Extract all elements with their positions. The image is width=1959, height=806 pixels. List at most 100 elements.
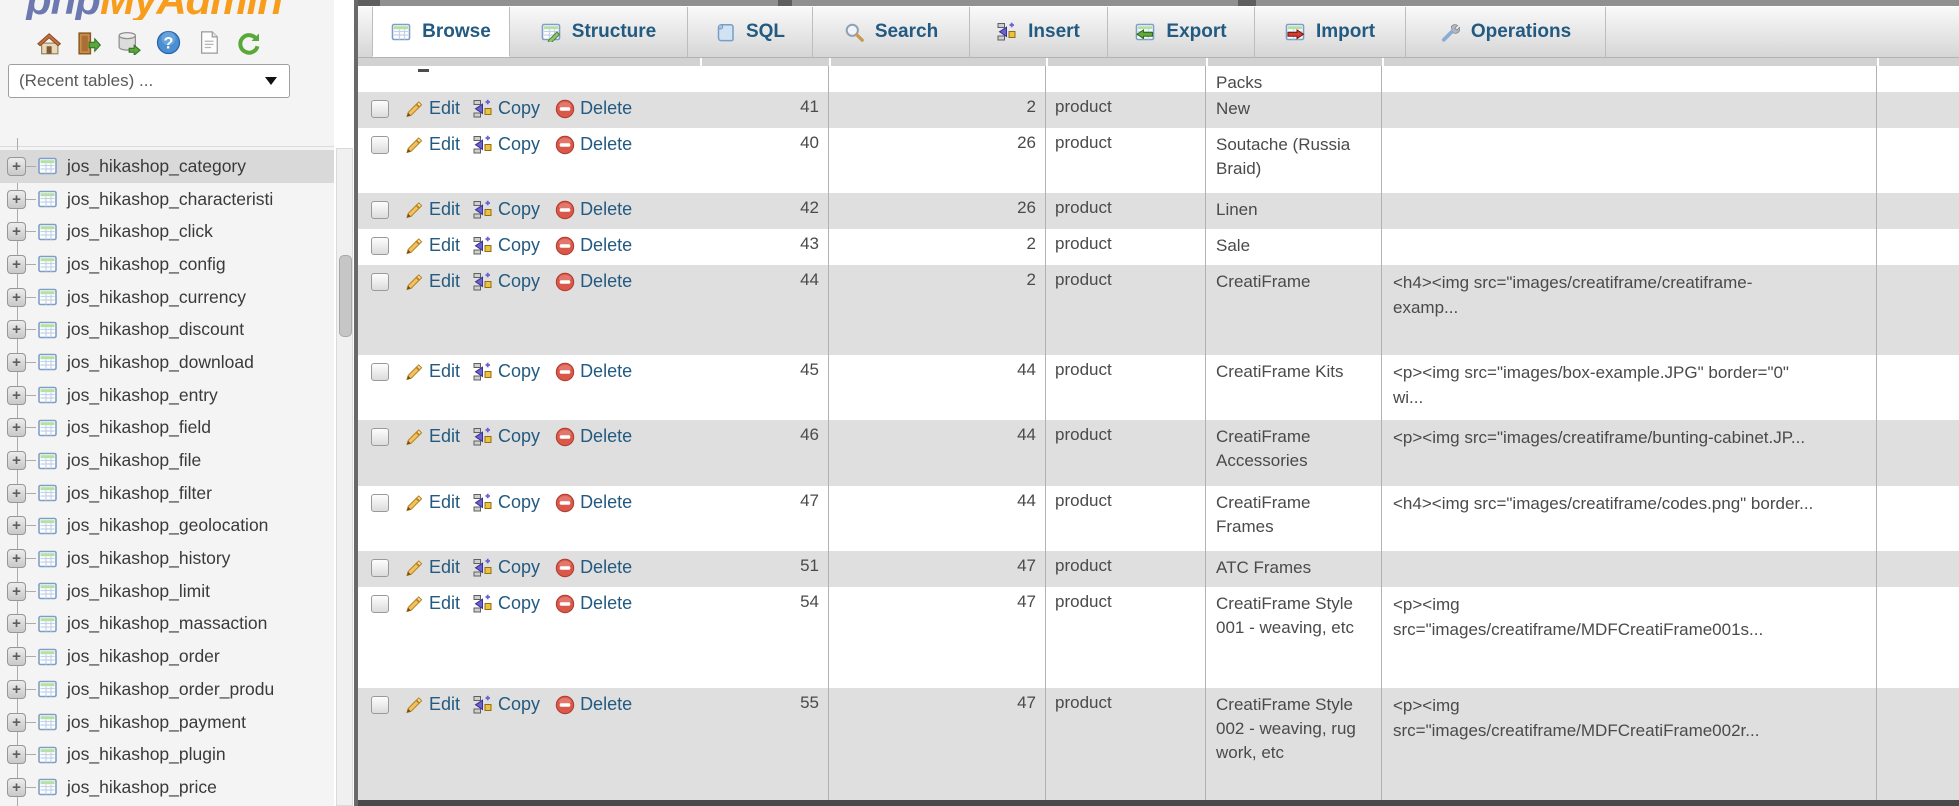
delete-link[interactable]: Delete: [580, 694, 633, 714]
row-checkbox[interactable]: [371, 273, 389, 291]
row-checkbox[interactable]: [371, 428, 389, 446]
table-name[interactable]: jos_hikashop_massaction: [67, 613, 268, 634]
refresh-icon[interactable]: [236, 30, 261, 55]
home-icon[interactable]: [36, 30, 62, 55]
row-checkbox[interactable]: [371, 201, 389, 219]
delete-link[interactable]: Delete: [580, 492, 633, 512]
table-name[interactable]: jos_hikashop_config: [67, 253, 226, 274]
edit-link[interactable]: Edit: [429, 134, 461, 154]
tab-browse[interactable]: Browse: [372, 7, 510, 57]
sidebar-table-item[interactable]: + jos_hikashop_characteristi: [0, 183, 334, 216]
tab-sql[interactable]: SQL: [688, 7, 813, 57]
edit-link[interactable]: Edit: [429, 235, 461, 255]
expand-plus-icon[interactable]: +: [7, 712, 26, 732]
row-checkbox[interactable]: [371, 100, 389, 118]
copy-link[interactable]: Copy: [498, 557, 541, 577]
table-name[interactable]: jos_hikashop_geolocation: [67, 515, 269, 536]
copy-link[interactable]: Copy: [498, 134, 541, 154]
expand-plus-icon[interactable]: +: [7, 385, 26, 405]
row-checkbox[interactable]: [371, 494, 389, 512]
table-name[interactable]: jos_hikashop_click: [67, 221, 213, 242]
sidebar-table-item[interactable]: + jos_hikashop_history: [0, 542, 334, 575]
table-name[interactable]: jos_hikashop_limit: [67, 580, 210, 601]
copy-link[interactable]: Copy: [498, 361, 541, 381]
edit-link[interactable]: Edit: [429, 426, 461, 446]
expand-plus-icon[interactable]: +: [7, 745, 26, 765]
expand-plus-icon[interactable]: +: [7, 549, 26, 569]
row-checkbox[interactable]: [371, 559, 389, 577]
tab-structure[interactable]: Structure: [510, 7, 688, 57]
edit-link[interactable]: Edit: [429, 492, 461, 512]
row-checkbox[interactable]: [371, 595, 389, 613]
edit-link[interactable]: Edit: [429, 694, 461, 714]
copy-link[interactable]: Copy: [498, 426, 541, 446]
table-name[interactable]: jos_hikashop_payment: [67, 711, 247, 732]
expand-plus-icon[interactable]: +: [7, 418, 26, 438]
export-db-icon[interactable]: [116, 30, 141, 57]
expand-plus-icon[interactable]: +: [7, 483, 26, 503]
logout-icon[interactable]: [76, 30, 102, 55]
copy-link[interactable]: Copy: [498, 593, 541, 613]
delete-link[interactable]: Delete: [580, 271, 633, 291]
row-checkbox[interactable]: [371, 363, 389, 381]
sidebar-table-item[interactable]: + jos_hikashop_geolocation: [0, 510, 334, 543]
expand-plus-icon[interactable]: +: [7, 679, 26, 699]
table-name[interactable]: jos_hikashop_discount: [67, 319, 245, 340]
expand-plus-icon[interactable]: +: [7, 352, 26, 372]
help-icon[interactable]: ?: [156, 30, 181, 55]
sidebar-table-item[interactable]: + jos_hikashop_config: [0, 248, 334, 281]
sidebar-table-item[interactable]: + jos_hikashop_entry: [0, 379, 334, 412]
edit-link[interactable]: Edit: [429, 557, 461, 577]
expand-plus-icon[interactable]: +: [7, 647, 26, 667]
sidebar-scrollbar[interactable]: [336, 148, 353, 806]
edit-link[interactable]: Edit: [429, 361, 461, 381]
sidebar-scrollbar-thumb[interactable]: [339, 255, 352, 337]
table-name[interactable]: jos_hikashop_order_produ: [67, 678, 275, 699]
sidebar-table-item[interactable]: + jos_hikashop_file: [0, 444, 334, 477]
expand-plus-icon[interactable]: +: [7, 614, 26, 634]
table-name[interactable]: jos_hikashop_price: [67, 776, 217, 797]
table-name[interactable]: jos_hikashop_download: [67, 351, 254, 372]
expand-plus-icon[interactable]: +: [7, 222, 26, 242]
copy-link[interactable]: Copy: [498, 271, 541, 291]
expand-plus-icon[interactable]: +: [7, 451, 26, 471]
tab-import[interactable]: Import: [1255, 7, 1406, 57]
delete-link[interactable]: Delete: [580, 593, 633, 613]
expand-plus-icon[interactable]: +: [7, 254, 26, 274]
sidebar-table-item[interactable]: + jos_hikashop_payment: [0, 706, 334, 739]
sidebar-table-item[interactable]: + jos_hikashop_download: [0, 346, 334, 379]
expand-plus-icon[interactable]: +: [7, 156, 26, 176]
tab-operations[interactable]: Operations: [1406, 7, 1606, 57]
tab-export[interactable]: Export: [1108, 7, 1255, 57]
table-name[interactable]: jos_hikashop_currency: [67, 286, 246, 307]
sidebar-table-item[interactable]: + jos_hikashop_order_produ: [0, 673, 334, 706]
sidebar-table-item[interactable]: + jos_hikashop_category: [0, 150, 334, 183]
sidebar-table-item[interactable]: + jos_hikashop_discount: [0, 313, 334, 346]
edit-link[interactable]: Edit: [429, 271, 461, 291]
delete-link[interactable]: Delete: [580, 426, 633, 446]
docs-icon[interactable]: [196, 30, 221, 55]
delete-link[interactable]: Delete: [580, 98, 633, 118]
row-checkbox[interactable]: [371, 136, 389, 154]
sidebar-table-item[interactable]: + jos_hikashop_field: [0, 412, 334, 445]
table-name[interactable]: jos_hikashop_filter: [67, 482, 212, 503]
sidebar-table-item[interactable]: + jos_hikashop_price: [0, 771, 334, 804]
delete-link[interactable]: Delete: [580, 235, 633, 255]
sidebar-table-item[interactable]: + jos_hikashop_plugin: [0, 738, 334, 771]
edit-link[interactable]: Edit: [429, 199, 461, 219]
copy-link[interactable]: Copy: [498, 694, 541, 714]
delete-link[interactable]: Delete: [580, 134, 633, 154]
tab-insert[interactable]: Insert: [970, 7, 1108, 57]
expand-plus-icon[interactable]: +: [7, 189, 26, 209]
sidebar-table-item[interactable]: + jos_hikashop_limit: [0, 575, 334, 608]
copy-link[interactable]: Copy: [498, 492, 541, 512]
expand-plus-icon[interactable]: +: [7, 777, 26, 797]
delete-link[interactable]: Delete: [580, 199, 633, 219]
table-name[interactable]: jos_hikashop_order: [67, 646, 220, 667]
sidebar-table-item[interactable]: + jos_hikashop_currency: [0, 281, 334, 314]
sidebar-table-item[interactable]: + jos_hikashop_click: [0, 215, 334, 248]
delete-link[interactable]: Delete: [580, 557, 633, 577]
edit-link[interactable]: Edit: [429, 593, 461, 613]
table-name[interactable]: jos_hikashop_entry: [67, 384, 218, 405]
sidebar-table-item[interactable]: + jos_hikashop_order: [0, 640, 334, 673]
